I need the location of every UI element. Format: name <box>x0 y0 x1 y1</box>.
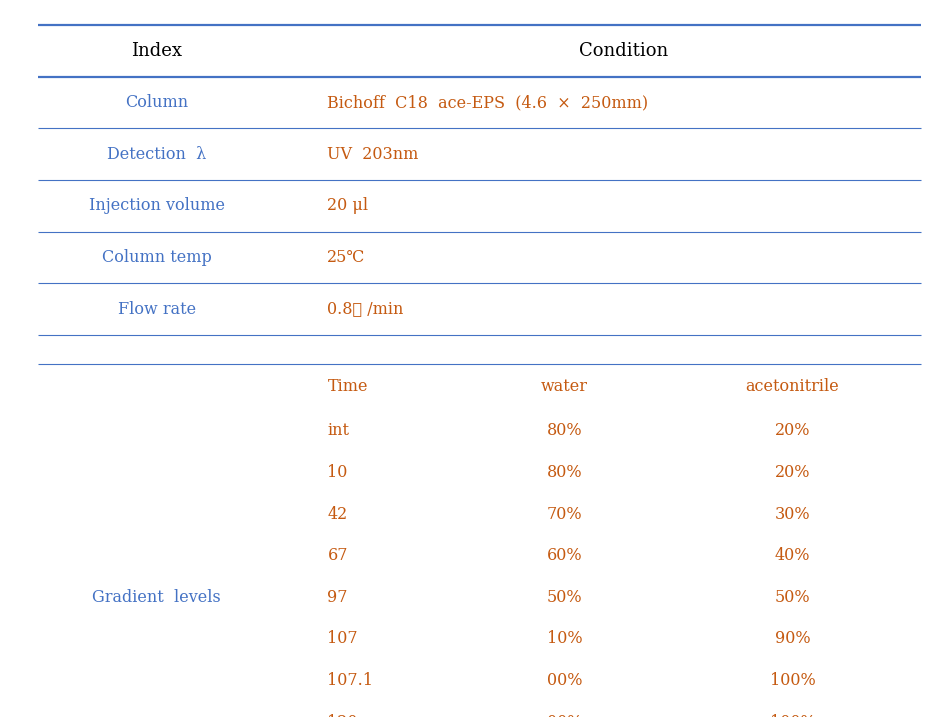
Text: 80%: 80% <box>547 422 583 440</box>
Text: Column temp: Column temp <box>102 249 212 266</box>
Text: 25℃: 25℃ <box>327 249 365 266</box>
Text: 40%: 40% <box>774 547 810 564</box>
Text: 80%: 80% <box>547 464 583 481</box>
Text: 42: 42 <box>327 505 347 523</box>
Text: Condition: Condition <box>579 42 669 60</box>
Text: 10: 10 <box>327 464 347 481</box>
Text: Injection volume: Injection volume <box>88 197 225 214</box>
Text: water: water <box>541 379 588 395</box>
Text: Gradient  levels: Gradient levels <box>92 589 221 606</box>
Text: 20%: 20% <box>774 422 810 440</box>
Text: UV  203nm: UV 203nm <box>327 146 419 163</box>
Text: 50%: 50% <box>547 589 583 606</box>
Text: 107.1: 107.1 <box>327 672 373 689</box>
Text: Detection  λ: Detection λ <box>107 146 206 163</box>
Text: 67: 67 <box>327 547 348 564</box>
Text: 97: 97 <box>327 589 348 606</box>
Text: 20%: 20% <box>774 464 810 481</box>
Text: Flow rate: Flow rate <box>118 300 195 318</box>
Text: 10%: 10% <box>547 630 583 647</box>
Text: int: int <box>327 422 349 440</box>
Text: 100%: 100% <box>770 672 815 689</box>
Text: Column: Column <box>125 94 188 111</box>
Text: acetonitrile: acetonitrile <box>746 379 839 395</box>
Text: 60%: 60% <box>547 547 583 564</box>
Text: 00%: 00% <box>547 672 583 689</box>
Text: 0.8㎡ /min: 0.8㎡ /min <box>327 300 403 318</box>
Text: 70%: 70% <box>547 505 583 523</box>
Text: Time: Time <box>327 379 368 395</box>
Text: 90%: 90% <box>774 630 810 647</box>
Text: 120: 120 <box>327 713 358 717</box>
Text: 50%: 50% <box>774 589 810 606</box>
Text: 00%: 00% <box>547 713 583 717</box>
Text: 20 μl: 20 μl <box>327 197 368 214</box>
Text: Index: Index <box>131 42 182 60</box>
Text: 100%: 100% <box>770 713 815 717</box>
Text: 107: 107 <box>327 630 358 647</box>
Text: Bichoff  C18  ace-EPS  (4.6  ×  250mm): Bichoff C18 ace-EPS (4.6 × 250mm) <box>327 94 648 111</box>
Text: 30%: 30% <box>774 505 810 523</box>
